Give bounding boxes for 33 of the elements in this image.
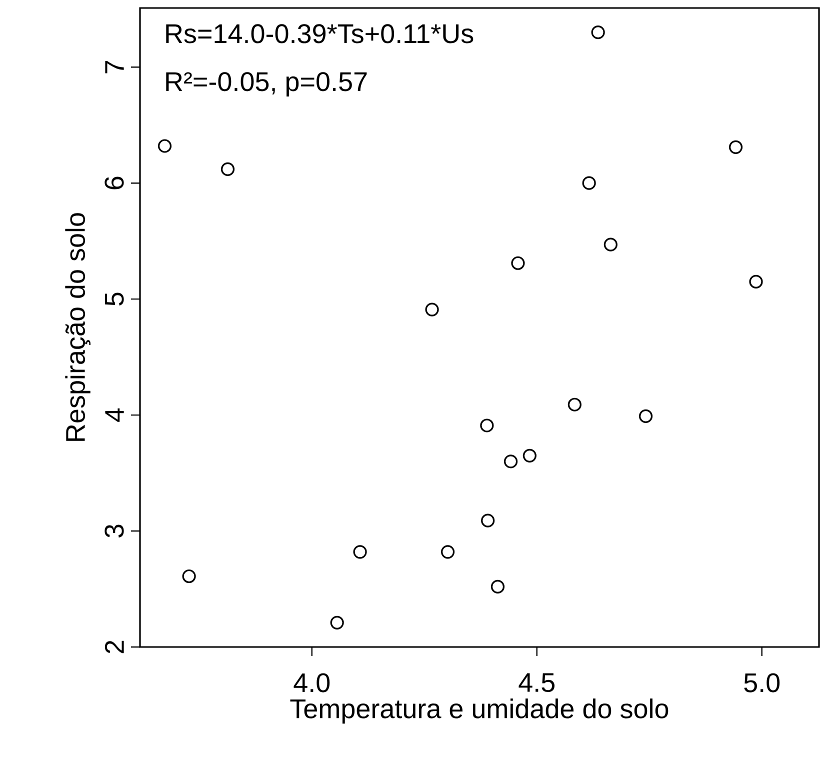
point bbox=[440, 545, 455, 559]
point bbox=[604, 238, 618, 252]
x-tick-label: 4.5 bbox=[518, 673, 555, 692]
point bbox=[568, 398, 582, 412]
point bbox=[182, 569, 196, 584]
point bbox=[749, 274, 763, 288]
point bbox=[481, 514, 495, 528]
point bbox=[638, 409, 653, 424]
point bbox=[522, 448, 536, 462]
point bbox=[511, 256, 525, 270]
point bbox=[480, 418, 494, 432]
annotation: R²=-0.05, p=0.57 bbox=[166, 72, 367, 97]
point bbox=[490, 580, 505, 594]
point bbox=[330, 616, 344, 630]
point bbox=[425, 302, 439, 316]
y-axis-title: Respiração do solo bbox=[65, 213, 90, 441]
point bbox=[728, 140, 743, 154]
y-tick-label: 6 bbox=[104, 176, 124, 190]
x-tick-label: 5.0 bbox=[744, 673, 780, 692]
point bbox=[220, 162, 235, 176]
y-tick-label: 7 bbox=[105, 60, 124, 74]
y-tick-label: 2 bbox=[104, 640, 124, 654]
x-axis-title: Temperatura e umidade do solo bbox=[290, 698, 668, 724]
point bbox=[591, 26, 605, 40]
y-tick-label: 4 bbox=[105, 408, 124, 422]
annotation: Rs=14.0-0.39*Ts+0.11*Us bbox=[166, 24, 474, 44]
point bbox=[353, 545, 367, 559]
x-tick-label: 4.0 bbox=[294, 673, 330, 692]
y-tick-label: 5 bbox=[104, 292, 124, 306]
point bbox=[504, 454, 518, 468]
point bbox=[582, 176, 596, 190]
point bbox=[158, 139, 172, 153]
y-tick-label: 3 bbox=[104, 524, 124, 538]
